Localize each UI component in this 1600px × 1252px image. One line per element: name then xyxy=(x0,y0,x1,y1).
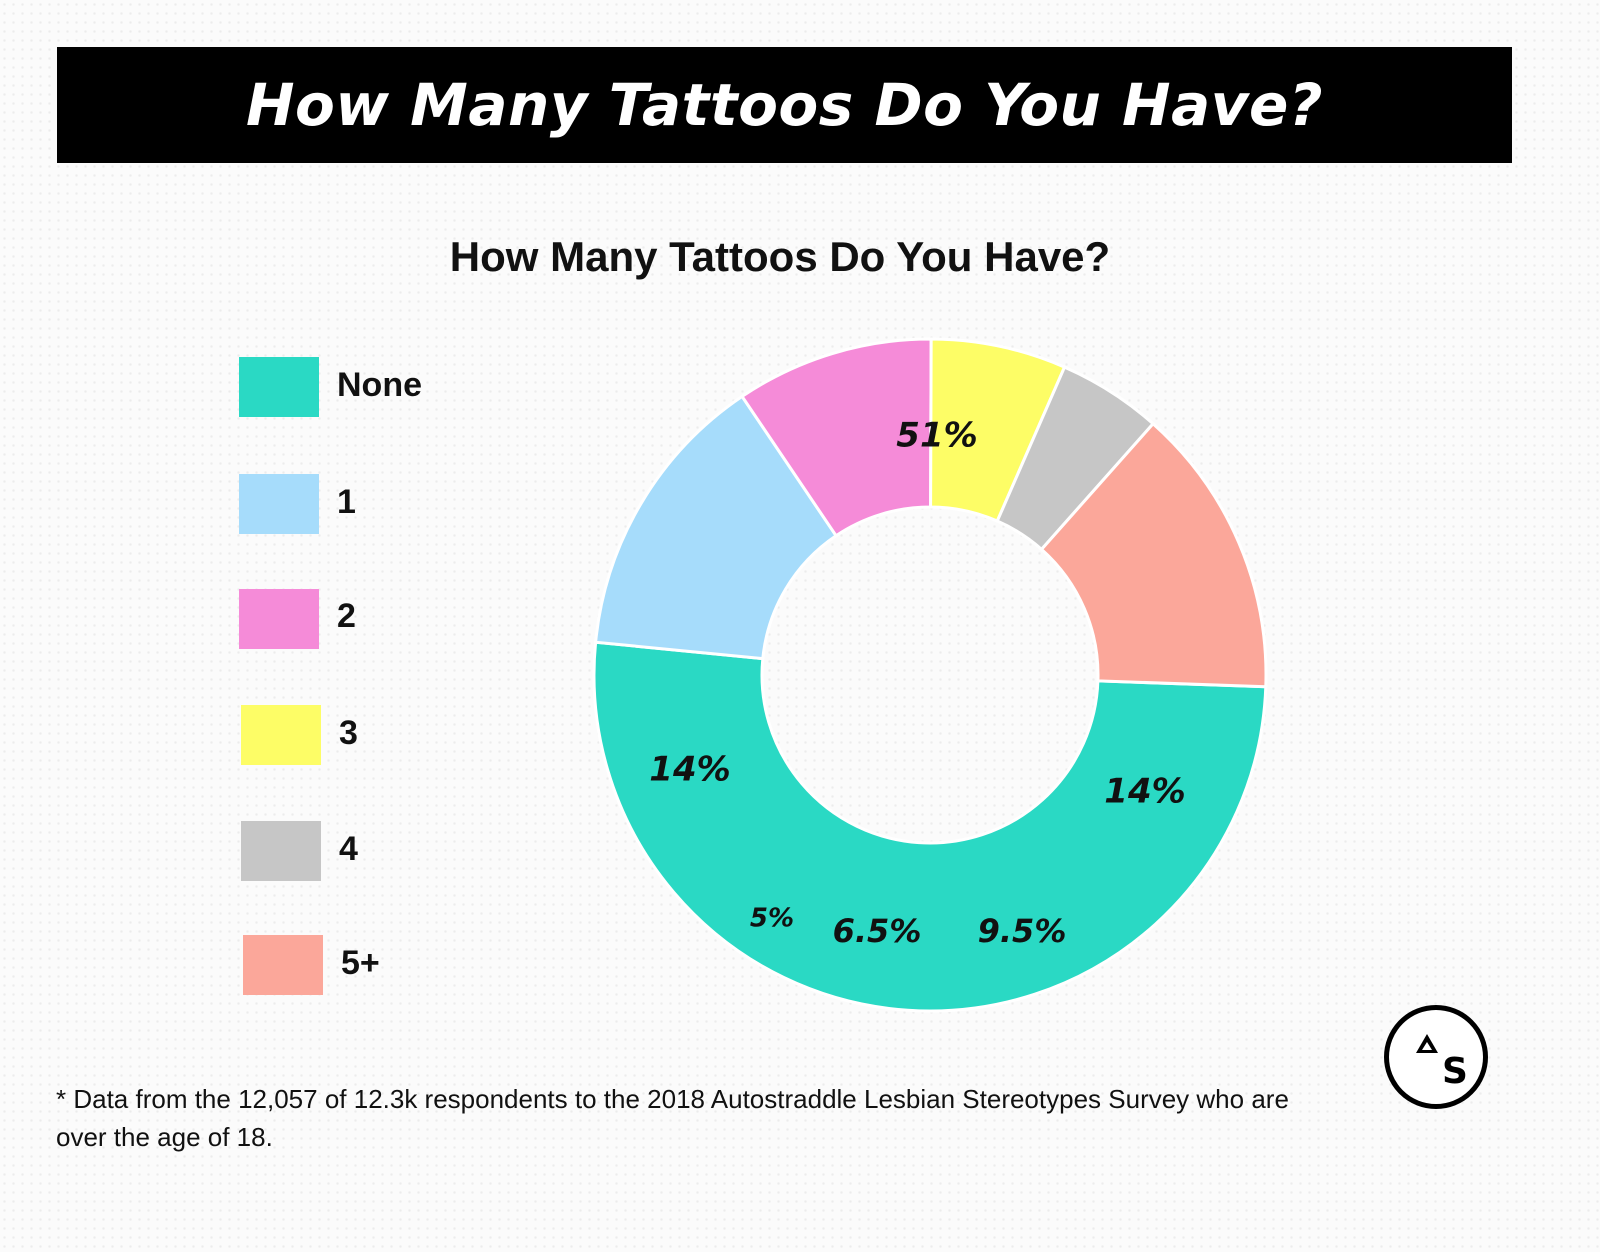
title-banner: How Many Tattoos Do You Have? xyxy=(57,47,1512,163)
legend-label-3: 2 xyxy=(337,597,356,635)
banner-title: How Many Tattoos Do You Have? xyxy=(246,71,1323,139)
logo-letter: S xyxy=(1442,1051,1468,1092)
slice-label-6: 14% xyxy=(649,750,730,790)
legend-label-4: 3 xyxy=(339,714,358,752)
slice-label-5: 5% xyxy=(750,904,794,934)
legend-swatch-4 xyxy=(241,705,321,765)
slice-label-1: 51% xyxy=(896,416,977,456)
slice-label-4: 6.5% xyxy=(833,912,922,950)
legend-label-2: 1 xyxy=(337,483,356,521)
chart-title: How Many Tattoos Do You Have? xyxy=(449,233,1111,280)
legend-swatch-6 xyxy=(243,935,323,995)
legend-swatch-5 xyxy=(241,821,321,881)
legend-swatch-2 xyxy=(239,474,319,534)
footnote: * Data from the 12,057 of 12.3k responde… xyxy=(56,1084,1289,1152)
legend-label-5: 4 xyxy=(339,830,358,868)
donut-slice-2 xyxy=(593,394,839,661)
legend-swatch-3 xyxy=(239,589,319,649)
donut-slice-1 xyxy=(592,640,1268,1013)
legend-swatch-1 xyxy=(239,357,319,417)
slice-label-2: 14% xyxy=(1104,772,1185,812)
donut-slice-6 xyxy=(1039,421,1268,689)
slice-label-3: 9.5% xyxy=(978,912,1067,950)
autostraddle-logo: S xyxy=(1384,1005,1488,1109)
legend-label-1: None xyxy=(337,366,422,404)
legend-label-6: 5+ xyxy=(341,944,380,982)
